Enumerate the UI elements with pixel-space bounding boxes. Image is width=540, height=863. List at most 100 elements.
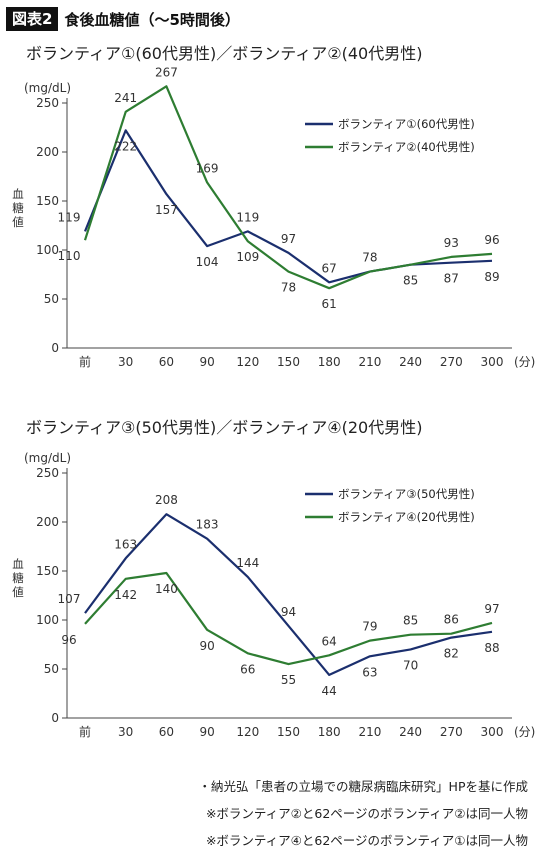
note-source: ・納光弘「患者の立場での糖尿病臨床研究」HPを基に作成 (198, 779, 528, 794)
x-tick-label: 120 (236, 725, 259, 739)
x-tick-label: 60 (159, 355, 174, 369)
data-label: 142 (114, 588, 137, 602)
legend-label-2: ボランティア④(20代男性) (338, 510, 475, 524)
data-label: 61 (322, 297, 337, 311)
data-label: 222 (114, 139, 137, 153)
x-unit-label: (分) (514, 355, 535, 369)
data-label: 96 (484, 233, 499, 247)
y-tick-label: 50 (44, 662, 59, 676)
y-axis-title-char: 糖 (12, 201, 24, 215)
data-label: 66 (240, 662, 255, 676)
data-label: 119 (236, 210, 259, 224)
data-label: 63 (362, 665, 377, 679)
data-label: 169 (196, 161, 219, 175)
y-tick-label: 50 (44, 292, 59, 306)
x-tick-label: 180 (318, 725, 341, 739)
data-label: 241 (114, 91, 137, 105)
y-tick-label: 200 (36, 515, 59, 529)
y-tick-label: 250 (36, 96, 59, 110)
x-tick-label: 150 (277, 355, 300, 369)
x-tick-label: 120 (236, 355, 259, 369)
data-label: 140 (155, 582, 178, 596)
legend-label-1: ボランティア①(60代男性) (338, 117, 475, 131)
y-tick-label: 100 (36, 613, 59, 627)
y-axis-title-char: 血 (12, 557, 24, 571)
data-label: 157 (155, 203, 178, 217)
data-label: 79 (362, 620, 377, 634)
data-label: 109 (236, 250, 259, 264)
data-label: 64 (322, 634, 337, 648)
data-label: 93 (444, 236, 459, 250)
series-line-1 (83, 129, 493, 284)
data-label: 267 (155, 65, 178, 79)
data-label: 89 (484, 270, 499, 284)
y-axis-title-char: 血 (12, 187, 24, 201)
data-label: 55 (281, 673, 296, 687)
data-label: 119 (58, 210, 81, 224)
y-tick-label: 100 (36, 243, 59, 257)
note-volunteer-2: ※ボランティア②と62ページのボランティア②は同一人物 (205, 806, 528, 821)
y-axis-title-char: 糖 (12, 571, 24, 585)
data-label: 88 (484, 641, 499, 655)
series-line-1 (84, 513, 493, 676)
x-tick-label: 210 (358, 725, 381, 739)
x-tick-label: 240 (399, 725, 422, 739)
y-tick-label: 150 (36, 564, 59, 578)
x-tick-label: 前 (79, 354, 91, 369)
data-label: 183 (196, 518, 219, 532)
figure-badge: 図表2 (6, 7, 59, 31)
series-line-2 (83, 85, 493, 290)
x-tick-label: 270 (440, 725, 463, 739)
x-tick-label: 60 (159, 725, 174, 739)
data-label: 85 (403, 614, 418, 628)
data-label: 163 (114, 537, 137, 551)
data-label: 97 (281, 232, 296, 246)
x-tick-label: 210 (358, 355, 381, 369)
data-label: 110 (58, 249, 81, 263)
legend-label-1: ボランティア③(50代男性) (338, 487, 475, 501)
x-tick-label: 300 (481, 725, 504, 739)
data-label: 104 (196, 255, 219, 269)
x-tick-label: 30 (118, 725, 133, 739)
legend-label-2: ボランティア②(40代男性) (338, 140, 475, 154)
data-label: 97 (484, 602, 499, 616)
y-unit-label: (mg/dL) (24, 81, 71, 95)
data-label: 86 (444, 613, 459, 627)
y-tick-label: 0 (51, 711, 59, 725)
y-tick-label: 150 (36, 194, 59, 208)
data-label: 87 (444, 272, 459, 286)
y-tick-label: 250 (36, 466, 59, 480)
data-label: 78 (281, 281, 296, 295)
data-label: 107 (58, 592, 81, 606)
x-tick-label: 30 (118, 355, 133, 369)
x-tick-label: 150 (277, 725, 300, 739)
y-tick-label: 0 (51, 341, 59, 355)
note-volunteer-4: ※ボランティア④と62ページのボランティア①は同一人物 (205, 833, 528, 848)
x-tick-label: 240 (399, 355, 422, 369)
data-label: 94 (281, 605, 296, 619)
x-tick-label: 90 (199, 725, 214, 739)
x-tick-label: 180 (318, 355, 341, 369)
data-label: 85 (403, 274, 418, 288)
x-tick-label: 90 (199, 355, 214, 369)
data-label: 96 (61, 633, 76, 647)
y-axis-title-char: 値 (12, 585, 24, 599)
series-line-2 (84, 571, 493, 666)
x-tick-label: 前 (79, 724, 91, 739)
chart-2-title: ボランティア③(50代男性)／ボランティア④(20代男性) (26, 418, 423, 437)
data-label: 144 (236, 556, 259, 570)
data-label: 44 (322, 684, 337, 698)
x-tick-label: 300 (481, 355, 504, 369)
data-label: 90 (199, 639, 214, 653)
x-unit-label: (分) (514, 725, 535, 739)
y-unit-label: (mg/dL) (24, 451, 71, 465)
data-label: 78 (362, 251, 377, 265)
y-tick-label: 200 (36, 145, 59, 159)
chart-1-title: ボランティア①(60代男性)／ボランティア②(40代男性) (26, 44, 423, 63)
data-label: 70 (403, 658, 418, 672)
x-tick-label: 270 (440, 355, 463, 369)
data-label: 67 (322, 261, 337, 275)
figure-header: 図表2 食後血糖値（〜5時間後） (6, 6, 240, 32)
data-label: 82 (444, 647, 459, 661)
